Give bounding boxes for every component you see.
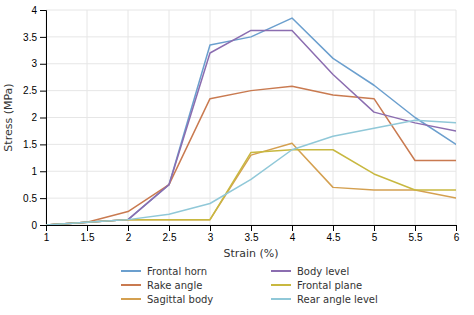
x-tick-label: 2.5 — [163, 232, 177, 243]
series-line — [46, 18, 456, 225]
y-tick-mark — [40, 144, 46, 145]
x-tick-mark — [169, 225, 170, 231]
x-tick-mark — [251, 225, 252, 231]
x-tick-mark — [415, 225, 416, 231]
x-tick-mark — [128, 225, 129, 231]
y-tick: 0.5 — [23, 193, 46, 204]
series-line — [46, 120, 456, 225]
x-tick-mark — [210, 225, 211, 231]
y-tick: 3.5 — [23, 32, 46, 43]
legend-swatch — [121, 270, 141, 272]
y-axis-title: Stress (MPa) — [2, 83, 15, 151]
y-tick-label: 1 — [31, 166, 37, 177]
y-tick-label: 1.5 — [23, 139, 37, 150]
x-tick-label: 5.5 — [409, 232, 423, 243]
x-tick-label: 1 — [44, 232, 50, 243]
legend-swatch — [271, 270, 291, 272]
y-tick-mark — [40, 171, 46, 172]
x-tick: 4 — [290, 225, 296, 243]
legend: Frontal horn Rake angle Sagittal body Body … — [121, 266, 378, 305]
x-tick-label: 1.5 — [81, 232, 95, 243]
x-tick-label: 3 — [208, 232, 214, 243]
x-tick: 3.5 — [245, 225, 259, 243]
y-grid-line — [46, 171, 456, 172]
x-tick: 3 — [208, 225, 214, 243]
series-line — [46, 143, 456, 225]
x-tick: 1.5 — [81, 225, 95, 243]
y-grid-line — [46, 10, 456, 11]
y-tick: 1 — [31, 166, 46, 177]
series-line — [46, 150, 456, 225]
legend-item: Sagittal body — [121, 294, 213, 305]
legend-item: Frontal plane — [271, 280, 362, 291]
chart: 1 1.5 2 2.5 3 3.5 4 4.5 5 5.5 6 0 0.5 1 1.5 2 2.5 3 3.5 4 St… — [0, 0, 474, 315]
x-tick-mark — [292, 225, 293, 231]
x-tick: 4.5 — [327, 225, 341, 243]
y-tick-mark — [40, 118, 46, 119]
x-tick-mark — [374, 225, 375, 231]
x-tick-mark — [333, 225, 334, 231]
y-tick-mark — [40, 198, 46, 199]
y-tick-mark — [40, 91, 46, 92]
legend-item: Rear angle level — [271, 294, 378, 305]
legend-item: Frontal horn — [121, 266, 207, 277]
y-tick: 4 — [31, 5, 46, 16]
legend-label: Frontal plane — [297, 280, 362, 291]
x-tick-label: 5 — [372, 232, 378, 243]
legend-swatch — [121, 298, 141, 300]
legend-label: Frontal horn — [147, 266, 207, 277]
legend-label: Sagittal body — [147, 294, 213, 305]
y-tick-label: 0.5 — [23, 193, 37, 204]
legend-swatch — [121, 284, 141, 286]
x-tick-label: 4 — [290, 232, 296, 243]
legend-label: Rear angle level — [297, 294, 378, 305]
y-tick-label: 0 — [31, 220, 37, 231]
x-tick-label: 6 — [454, 232, 460, 243]
grid — [46, 10, 456, 225]
x-tick-mark — [87, 225, 88, 231]
lines — [46, 18, 456, 225]
y-tick: 3 — [31, 58, 46, 69]
y-tick: 0 — [31, 220, 46, 231]
y-grid-line — [46, 63, 456, 64]
legend-swatch — [271, 298, 291, 300]
legend-item: Rake angle — [121, 280, 202, 291]
x-tick: 5.5 — [409, 225, 423, 243]
legend-label: Body level — [297, 266, 349, 277]
y-tick-label: 3.5 — [23, 32, 37, 43]
legend-swatch — [271, 284, 291, 286]
x-tick: 2.5 — [163, 225, 177, 243]
y-grid-line — [46, 144, 456, 145]
x-tick: 5 — [372, 225, 378, 243]
y-tick-label: 4 — [31, 5, 37, 16]
y-tick-mark — [40, 10, 46, 11]
series-line — [46, 30, 456, 225]
x-tick-label: 3.5 — [245, 232, 259, 243]
x-tick-label: 4.5 — [327, 232, 341, 243]
y-tick: 2.5 — [23, 85, 46, 96]
legend-item: Body level — [271, 266, 349, 277]
x-axis-title: Strain (%) — [223, 247, 278, 260]
y-tick-mark — [40, 64, 46, 65]
y-tick: 2 — [31, 112, 46, 123]
legend-label: Rake angle — [147, 280, 202, 291]
y-tick-mark — [40, 225, 46, 226]
y-grid-line — [46, 198, 456, 199]
y-tick-mark — [40, 37, 46, 38]
y-tick-label: 3 — [31, 58, 37, 69]
x-axis: 1 1.5 2 2.5 3 3.5 4 4.5 5 5.5 6 — [44, 225, 460, 243]
x-tick: 2 — [126, 225, 132, 243]
x-tick: 1 — [44, 225, 50, 243]
y-axis: 0 0.5 1 1.5 2 2.5 3 3.5 4 — [23, 5, 46, 231]
y-tick-label: 2 — [31, 112, 37, 123]
x-axis-line — [47, 226, 457, 232]
plot: 1 1.5 2 2.5 3 3.5 4 4.5 5 5.5 6 0 0.5 1 1.5 2 2.5 3 3.5 4 St… — [2, 5, 460, 260]
x-tick: 6 — [454, 225, 460, 243]
x-tick-mark — [456, 225, 457, 231]
y-tick: 1.5 — [23, 139, 46, 150]
y-tick-label: 2.5 — [23, 85, 37, 96]
y-axis-line — [40, 11, 47, 226]
series-line — [46, 86, 456, 225]
x-tick-label: 2 — [126, 232, 132, 243]
